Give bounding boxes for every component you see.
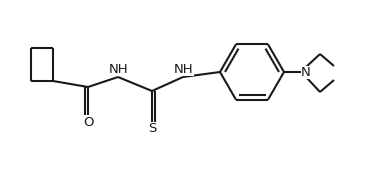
Text: NH: NH [174, 62, 194, 76]
Text: NH: NH [109, 62, 129, 76]
Text: O: O [83, 116, 93, 128]
Text: S: S [148, 122, 156, 136]
Text: N: N [301, 65, 311, 79]
